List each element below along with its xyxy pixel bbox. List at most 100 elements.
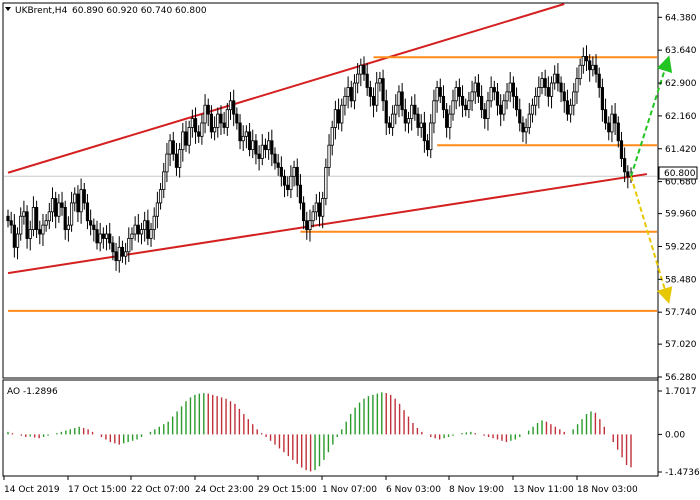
candle-body [464,104,468,111]
candle-body [521,122,525,133]
candle-body [410,104,414,119]
candle-body [279,167,283,177]
candle-body [282,175,287,186]
price-tick-label: 63.640 [665,46,697,56]
candle-body [343,95,347,106]
candle-body [514,95,519,111]
candle-body [263,144,268,151]
candle-body [537,87,541,97]
candle-body [413,104,417,115]
candle-body [495,91,500,106]
candle-body [57,202,61,217]
candle-body [556,73,560,84]
candle-body [22,211,26,217]
candle-body [203,104,207,124]
candle-body [41,224,45,235]
candle-body [222,122,226,128]
candle-body [117,246,121,262]
candle-body [50,198,55,213]
horizontal-levels [8,56,657,312]
candle-body [616,122,620,142]
price-tick-label: 57.740 [665,308,697,318]
price-tick-label: 59.960 [665,210,697,220]
candle-body [406,118,411,124]
candle-body [241,135,245,142]
candle-body [349,87,353,102]
main-plot-frame [2,2,659,379]
candle-body [28,229,32,239]
candle-body [327,144,331,168]
time-tick-label: 18 Nov 03:00 [577,485,638,495]
candle-body [193,118,198,133]
forecast-down-arrow [630,176,673,304]
candle-body [578,64,582,80]
candle-body [111,242,115,253]
candle-body [181,131,185,151]
candle-body [232,100,236,115]
candle-body [445,109,449,128]
candle-body [559,82,563,93]
candle-body [613,113,617,124]
candle-body [441,95,446,111]
candle-body [273,153,277,164]
candle-body [384,100,388,124]
candle-body [89,220,93,226]
ao-tick-label: -1.4736 [665,468,700,478]
candle-body [346,87,350,97]
candle-body [626,171,630,177]
candle-body [457,87,461,97]
candle-body [244,131,248,137]
candle-body [108,233,112,244]
candle-body [524,127,528,133]
candle-body [19,215,23,235]
candle-body [60,202,64,208]
price-tick-label: 60.680 [665,178,697,188]
candle-body [44,220,48,226]
candle-body [130,233,134,239]
price-tick-label: 56.280 [665,373,697,383]
candle-body [330,127,334,146]
current-price-label: 60.800 [664,169,696,179]
candle-body [333,109,337,128]
candle-body [95,229,99,244]
ao-histogram [7,392,632,472]
candle-body [200,122,204,137]
candle-body [238,122,242,142]
candle-body [603,109,608,124]
time-tick-label: 14 Oct 2019 [4,485,60,495]
candle-body [340,104,344,124]
candle-body [270,140,274,155]
candle-body [15,233,20,248]
candles [6,45,633,273]
candle-body [588,60,592,71]
candle-body [394,104,398,115]
candle-body [502,100,506,115]
candle-body [499,104,503,115]
candle-body [66,224,70,230]
candle-body [308,220,312,230]
candle-body [572,91,576,106]
candle-body [473,82,477,93]
candle-body [368,87,372,97]
candle-body [235,113,239,124]
candle-body [470,91,474,102]
candle-body [492,87,496,93]
time-tick-label: 22 Oct 07:00 [131,485,190,495]
dropdown-triangle-icon[interactable] [5,7,11,11]
candle-body [575,78,579,93]
candle-body [146,220,150,239]
candle-body [197,131,201,137]
time-tick-label: 24 Oct 23:00 [195,485,254,495]
candle-body [165,153,169,173]
forecast-arrows [630,55,673,304]
candle-body [311,211,315,222]
candle-body [25,211,29,239]
candle-body [371,95,376,106]
candle-body [38,229,42,235]
candle-body [565,100,570,115]
candle-body [209,113,214,133]
candle-body [546,87,550,97]
candle-body [69,202,74,226]
candle-body [247,131,252,151]
candle-body [476,82,481,97]
